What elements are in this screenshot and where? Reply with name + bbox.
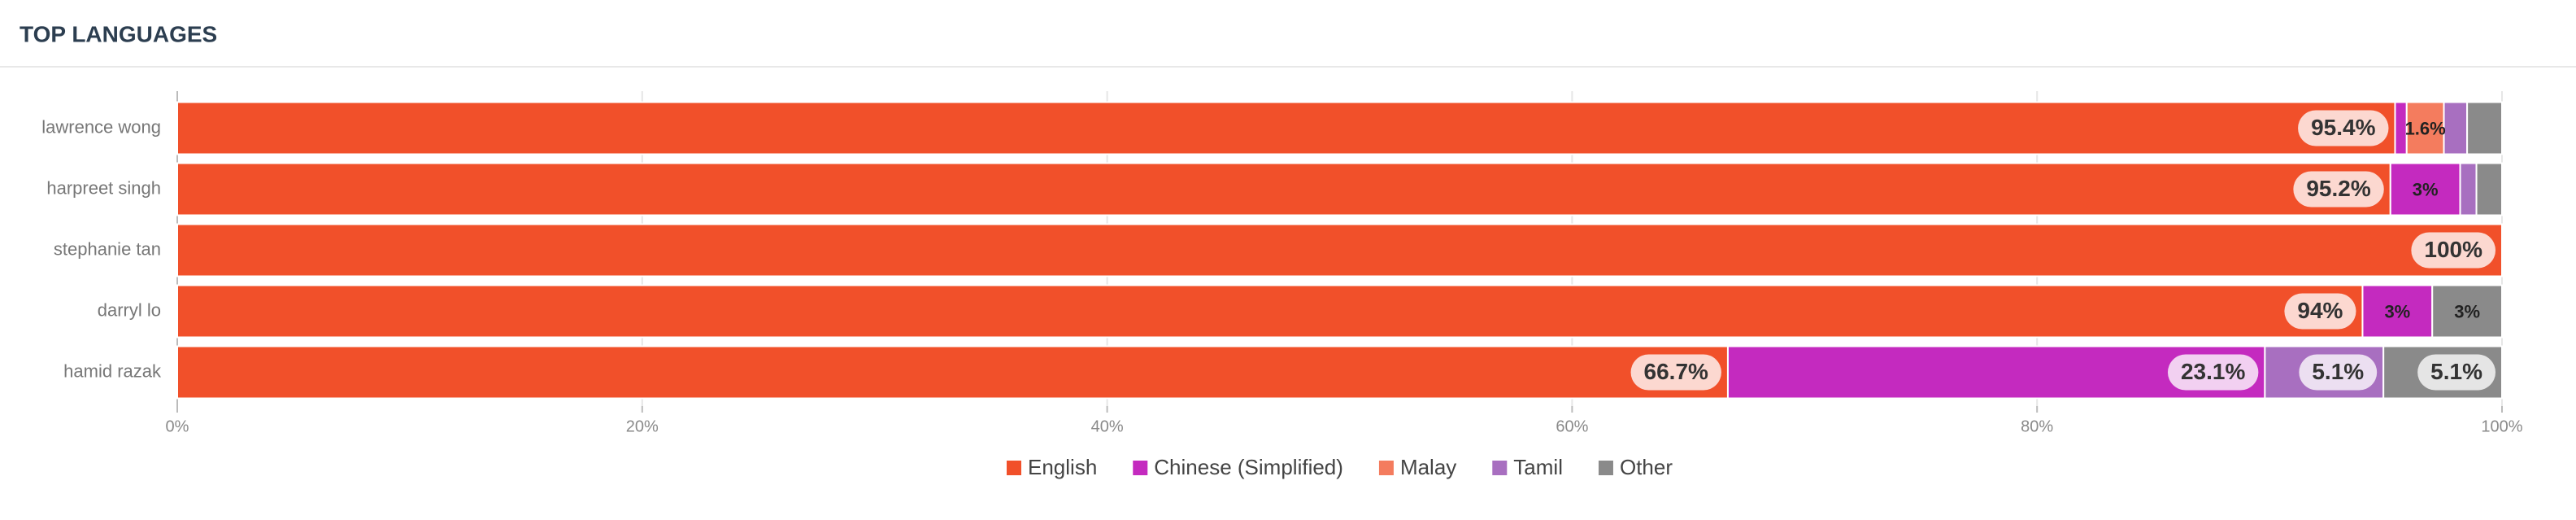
legend-label: Chinese (Simplified) — [1154, 455, 1343, 479]
legend-label: English — [1028, 455, 1097, 479]
legend-label: Other — [1620, 455, 1673, 479]
bar-segment — [2431, 284, 2503, 339]
legend-swatch — [1133, 461, 1148, 475]
bar-segment — [176, 223, 2503, 277]
x-tick-label: 0% — [166, 417, 189, 435]
data-label: 3% — [2454, 301, 2480, 321]
bar-segment — [2475, 162, 2504, 216]
legend-swatch — [1378, 461, 1394, 475]
data-label-background — [2284, 293, 2356, 330]
bar-segment — [176, 284, 2364, 339]
bar-segment — [2466, 101, 2503, 155]
data-label-background — [2167, 354, 2259, 391]
data-label-background — [2293, 171, 2384, 208]
legend-swatch — [1007, 461, 1021, 475]
y-tick-label: harpreet singh — [46, 177, 161, 198]
data-label-background — [1630, 354, 1721, 391]
data-label-background — [2299, 354, 2378, 391]
data-label: 100% — [2424, 237, 2482, 262]
x-tick-label: 20% — [626, 417, 659, 435]
data-label: 66.7% — [1644, 359, 1708, 384]
bar-segment — [2361, 284, 2434, 339]
y-tick-label: darryl lo — [98, 299, 161, 320]
data-label: 3% — [2384, 301, 2410, 321]
data-label: 94% — [2297, 298, 2343, 323]
data-label: 95.4% — [2311, 115, 2375, 140]
bar-segment — [2389, 162, 2461, 216]
y-tick-label: stephanie tan — [54, 238, 161, 259]
bar-segment — [176, 162, 2391, 216]
y-tick-label: lawrence wong — [41, 116, 161, 137]
x-tick-label: 80% — [2021, 417, 2053, 435]
data-label: 5.1% — [2312, 359, 2364, 384]
legend-swatch — [1598, 461, 1613, 475]
data-label: 23.1% — [2181, 359, 2245, 384]
chart-title: TOP LANGUAGES — [20, 21, 217, 46]
bar-segment — [2459, 162, 2478, 216]
data-label-background — [2298, 110, 2389, 146]
bar-segment — [176, 101, 2396, 155]
y-tick-label: hamid razak — [63, 361, 162, 381]
x-tick-label: 60% — [1556, 417, 1588, 435]
bar-segment — [2443, 101, 2469, 155]
legend-label: Tamil — [1513, 455, 1563, 479]
x-tick-label: 100% — [2481, 417, 2522, 435]
bar-segment — [2405, 101, 2445, 155]
bar-segment — [176, 345, 1729, 400]
data-label-background — [2417, 354, 2496, 391]
x-tick-label: 40% — [1091, 417, 1124, 435]
data-label: 1.6% — [2405, 118, 2446, 138]
legend-swatch — [1492, 461, 1508, 475]
legend-label: Malay — [1400, 455, 1456, 479]
data-label: 5.1% — [2430, 359, 2482, 384]
data-label-background — [2411, 232, 2496, 269]
data-label: 3% — [2413, 179, 2439, 199]
data-label: 95.2% — [2306, 176, 2370, 201]
